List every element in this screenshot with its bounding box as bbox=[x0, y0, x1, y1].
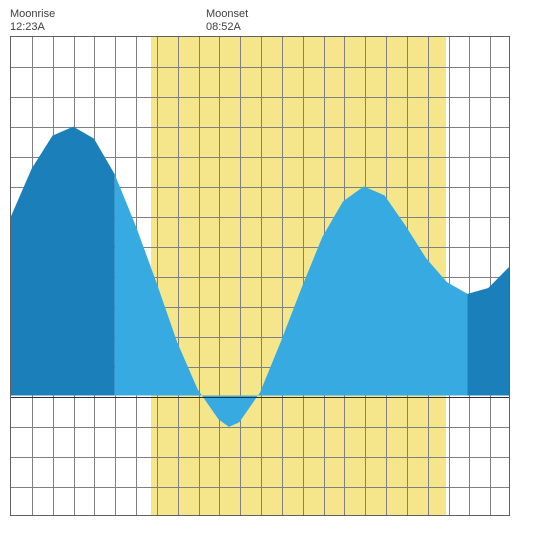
moonrise-time: 12:23A bbox=[10, 21, 55, 34]
moonrise-block: Moonrise 12:23A bbox=[10, 8, 55, 34]
moonset-block: Moonset 08:52A bbox=[206, 8, 248, 34]
moonset-label: Moonset bbox=[206, 8, 248, 21]
plot-area: -4-3-2-101234567891011121a2a3a4a5a6a7a8a… bbox=[10, 36, 510, 516]
zero-line bbox=[11, 397, 509, 398]
tide-chart: Moonrise 12:23A Moonset 08:52A -4-3-2-10… bbox=[10, 8, 540, 543]
tide-series bbox=[11, 37, 509, 515]
moonrise-label: Moonrise bbox=[10, 8, 55, 21]
moonset-time: 08:52A bbox=[206, 21, 248, 34]
